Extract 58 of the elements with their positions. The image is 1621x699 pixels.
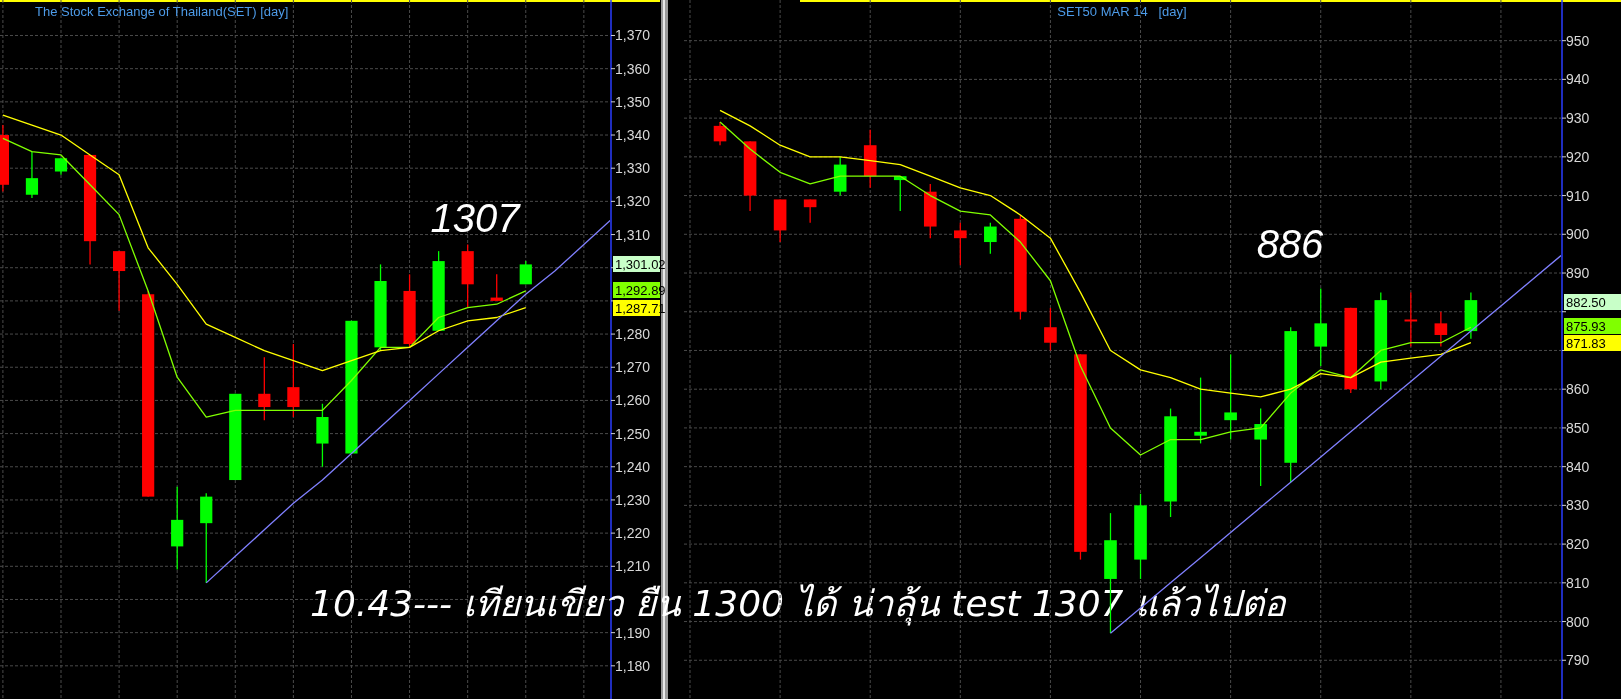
line-series (2, 114, 527, 372)
y-tick-label: 1,320 (615, 193, 651, 210)
y-tick-label: 1,370 (615, 27, 651, 44)
candlestick (984, 222, 997, 255)
y-tick-label: 790 (1566, 652, 1590, 669)
text: 882.50 (1566, 295, 1606, 310)
y-tick-label: 930 (1566, 110, 1590, 127)
y-tick-label: 1,270 (615, 359, 651, 376)
y-tick-label: 1,230 (615, 491, 651, 508)
candlestick (1254, 407, 1267, 487)
chart-title: The Stock Exchange of Thailand(SET) [day] (35, 4, 289, 19)
candlestick (1044, 307, 1057, 352)
candlestick (113, 250, 126, 312)
y-tick-label: 830 (1566, 497, 1590, 514)
chart-title: SET50 MAR 14 [day] (1057, 4, 1187, 19)
y-tick-label: 860 (1566, 381, 1590, 398)
text: 871.83 (1566, 336, 1606, 351)
y-tick-label: 1,360 (615, 60, 651, 77)
y-tick-label: 1,220 (615, 525, 651, 542)
y-tick-label: 1,240 (615, 458, 651, 475)
y-tick-label: 1,340 (615, 127, 651, 144)
y-tick-label: 840 (1566, 458, 1590, 475)
y-tick-label: 820 (1566, 536, 1590, 553)
y-tick-label: 1,250 (615, 425, 651, 442)
candlestick (1224, 353, 1237, 441)
y-tick-label: 1,330 (615, 160, 651, 177)
candlestick (713, 121, 727, 146)
y-tick-label: 900 (1566, 226, 1590, 243)
y-tick-label: 920 (1566, 148, 1590, 165)
candlestick (287, 343, 300, 418)
candlestick (1404, 291, 1418, 348)
y-tick-label: 1,280 (615, 326, 651, 343)
candlestick (1434, 311, 1448, 348)
y-tick-label: 1,190 (615, 624, 651, 641)
annotation: 886 (1256, 222, 1325, 266)
y-tick-label: 950 (1566, 32, 1590, 49)
y-tick-label: 1,210 (615, 558, 651, 575)
y-tick-label: 1,350 (615, 93, 651, 110)
y-tick-label: 1,180 (615, 657, 651, 674)
y-tick-label: 890 (1566, 265, 1590, 282)
candlestick (803, 198, 817, 224)
y-tick-label: 940 (1566, 71, 1590, 88)
y-tick-label: 810 (1566, 574, 1590, 591)
candlestick (258, 356, 271, 421)
line-series (2, 137, 527, 418)
candlestick (490, 273, 503, 302)
y-tick-label: 850 (1566, 419, 1590, 436)
y-tick-label: 910 (1566, 187, 1590, 204)
candlestick (25, 150, 39, 199)
y-tick-label: 800 (1566, 613, 1590, 630)
line-series (719, 109, 1472, 398)
candlestick (1314, 287, 1328, 367)
text: 875.93 (1566, 319, 1606, 334)
y-tick-label: 1,260 (615, 392, 651, 409)
candlestick (954, 222, 967, 266)
y-tick-label: 1,310 (615, 226, 651, 243)
candlestick (1194, 376, 1207, 445)
annotation: 1307 (430, 196, 522, 240)
